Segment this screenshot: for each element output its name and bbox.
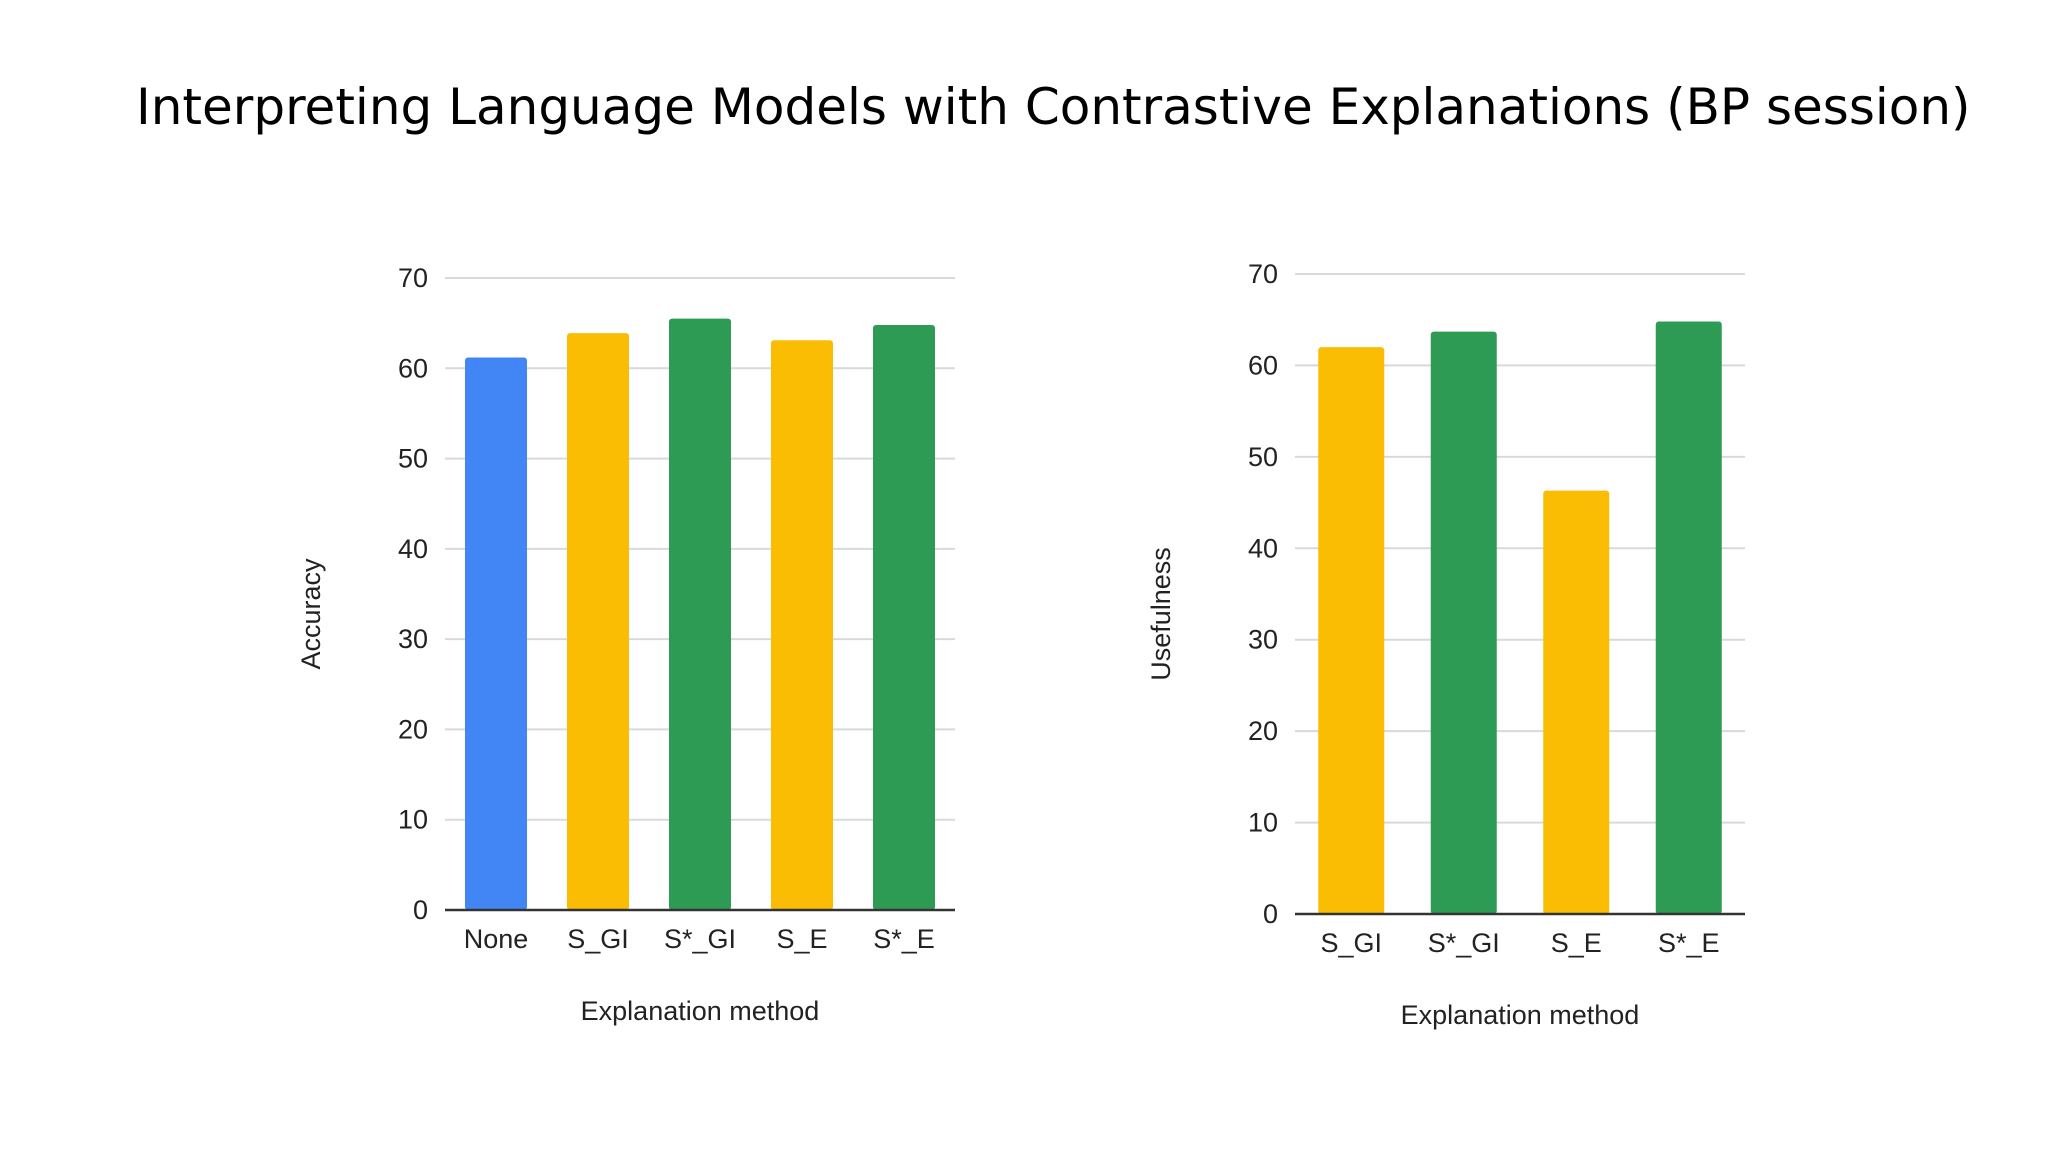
y-tick-label: 60 [398,353,428,383]
bar-s-e [771,340,833,911]
y-tick-label: 10 [1248,808,1278,838]
y-tick-label: 20 [398,714,428,744]
bar-s-e [873,324,935,910]
y-tick-label: 40 [398,534,428,564]
usefulness-chart: 0 10 20 30 40 50 60 70 S_GI S*_GI S_E S*_E Explanati… [1146,259,1745,1030]
y-tick-label: 40 [1248,533,1278,563]
bar-s-e [1655,321,1722,914]
slide-title: Interpreting Language Models with Contra… [136,78,1971,136]
x-tick-label: S*_GI [1428,928,1500,958]
x-tick-label: S*_E [1658,928,1720,958]
bar-s-gi [567,333,629,910]
y-tick-label: 30 [398,624,428,654]
x-axis-title: Explanation method [1401,1000,1640,1030]
y-tick-label: 10 [398,805,428,835]
y-tick-label: 20 [1248,716,1278,746]
x-tick-label: S*_GI [664,924,736,954]
bar-s-gi [1318,347,1385,915]
x-tick-label: S_GI [1320,928,1382,958]
y-tick-label: 30 [1248,625,1278,655]
bar-s-e [1543,490,1610,914]
accuracy-chart: 0 10 20 30 40 50 60 70 None S_GI S*_GI S_E S*_E Expla… [296,263,955,1026]
y-tick-label: 0 [1263,899,1278,929]
y-tick-label: 70 [398,263,428,293]
y-tick-label: 50 [398,444,428,474]
x-tick-label: S_E [1551,928,1602,958]
y-tick-label: 0 [413,895,428,925]
x-tick-label: None [464,924,529,954]
y-tick-label: 50 [1248,442,1278,472]
y-axis-title: Usefulness [1146,547,1176,681]
x-tick-label: S_E [776,924,827,954]
y-axis-title: Accuracy [296,558,326,670]
x-axis-title: Explanation method [581,996,820,1026]
x-tick-label: S*_E [873,924,935,954]
y-tick-label: 60 [1248,350,1278,380]
x-tick-label: S_GI [567,924,629,954]
bar-s-gi [669,318,731,911]
bar-s-gi [1430,331,1497,915]
y-tick-label: 70 [1248,259,1278,289]
bar-none [465,357,527,910]
